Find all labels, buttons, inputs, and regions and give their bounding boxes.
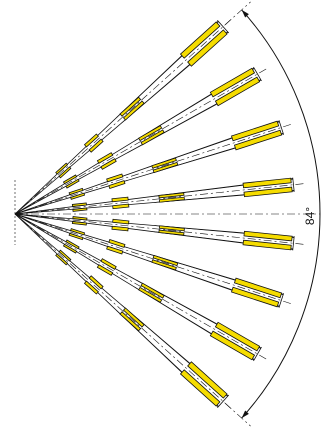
ray-centerline (23, 218, 267, 360)
marker-inner-upper (72, 216, 88, 221)
marker-mid-lower (96, 264, 114, 276)
angle-dimension: 84° (241, 9, 321, 419)
marker-tip-lower (243, 186, 293, 198)
marker-inner-lower (58, 166, 72, 179)
marker-inner-upper (70, 228, 86, 236)
arc-arrow-lower (241, 410, 249, 419)
marker-inner-lower (65, 178, 80, 189)
marker-outer-lower (119, 311, 142, 332)
marker-mid-lower (100, 158, 117, 170)
fan-rays (14, 1, 320, 427)
marker-inner-lower (72, 207, 88, 212)
marker-outer-lower (158, 196, 185, 203)
marker-mid-upper (96, 152, 114, 164)
marker-outer-lower (140, 129, 165, 146)
ray-end-cap (217, 394, 230, 408)
fan-ray-1 (14, 19, 231, 215)
ray-end-cap (253, 346, 262, 362)
ray-centerline (24, 216, 291, 304)
marker-outer-upper (158, 225, 185, 232)
marker-mid-upper (112, 218, 130, 225)
marker-inner-upper (55, 162, 69, 175)
marker-inner-upper (58, 249, 72, 262)
marker-outer-lower (122, 100, 145, 121)
marker-mid-upper (100, 258, 117, 270)
ray-centerline (24, 214, 304, 245)
fan-ray-8 (14, 213, 231, 409)
ray-end-cap (278, 120, 285, 135)
marker-inner-lower (68, 232, 84, 241)
marker-mid-lower (108, 180, 126, 189)
marker-mid-lower (112, 203, 130, 210)
marker-outer-upper (152, 254, 179, 267)
fan-ray-3 (14, 120, 291, 215)
extension-line-lower (225, 403, 251, 427)
fan-ray-2 (14, 66, 267, 215)
marker-inner-upper (62, 174, 78, 185)
marker-inner-upper (68, 187, 84, 196)
marker-tip-upper (233, 277, 283, 299)
ray-end-cap (253, 66, 262, 82)
marker-outer-upper (140, 282, 165, 299)
ray-end-cap (292, 236, 295, 251)
marker-outer-upper (122, 307, 145, 328)
ray-end-cap (292, 177, 295, 192)
marker-inner-lower (55, 253, 69, 266)
ray-centerline (22, 220, 231, 409)
marker-mid-upper (83, 133, 99, 148)
marker-mid-lower (106, 245, 124, 255)
marker-tip-lower (233, 129, 283, 151)
marker-tip-lower (242, 239, 292, 251)
marker-mid-upper (106, 173, 124, 183)
fan-ray-6 (14, 213, 291, 308)
marker-tip-upper (187, 361, 228, 399)
angle-label: 84° (303, 207, 317, 225)
ray-end-cap (278, 293, 285, 308)
marker-outer-upper (151, 157, 177, 169)
marker-outer-lower (158, 229, 185, 236)
extension-line-upper (225, 1, 251, 25)
marker-tip-upper (179, 21, 221, 59)
marker-tip-upper (230, 120, 280, 142)
marker-inner-upper (71, 202, 87, 207)
marker-outer-lower (152, 161, 179, 174)
marker-inner-lower (62, 243, 78, 254)
marker-tip-upper (214, 321, 261, 352)
arc-arrow-upper (241, 9, 249, 18)
marker-outer-upper (158, 192, 185, 199)
marker-tip-lower (214, 76, 261, 107)
fan-ray-7 (14, 213, 267, 362)
marker-tip-lower (209, 330, 256, 361)
marker-tip-lower (230, 286, 280, 308)
fan-ray-4 (14, 177, 304, 215)
ray-end-cap (217, 20, 230, 34)
marker-mid-lower (83, 280, 99, 295)
marker-inner-lower (71, 221, 87, 226)
marker-mid-upper (111, 196, 129, 203)
marker-tip-upper (242, 177, 292, 189)
ray-centerline (23, 68, 267, 210)
marker-mid-lower (88, 138, 104, 153)
marker-mid-lower (111, 225, 129, 232)
ray-centerline (22, 19, 231, 208)
marker-tip-upper (243, 230, 293, 242)
angle-arc (241, 9, 321, 419)
marker-tip-lower (179, 369, 221, 407)
marker-inner-lower (70, 192, 86, 200)
marker-outer-lower (138, 286, 163, 303)
ray-centerline (24, 124, 291, 212)
ray-centerline (24, 183, 304, 214)
fan-ray-5 (14, 213, 304, 251)
marker-outer-lower (151, 259, 177, 271)
marker-mid-upper (108, 239, 126, 248)
marker-tip-lower (187, 29, 228, 67)
marker-outer-upper (138, 125, 163, 142)
marker-mid-upper (88, 275, 104, 290)
marker-outer-upper (119, 96, 142, 117)
marker-inner-upper (65, 239, 80, 250)
marker-tip-upper (209, 67, 256, 98)
